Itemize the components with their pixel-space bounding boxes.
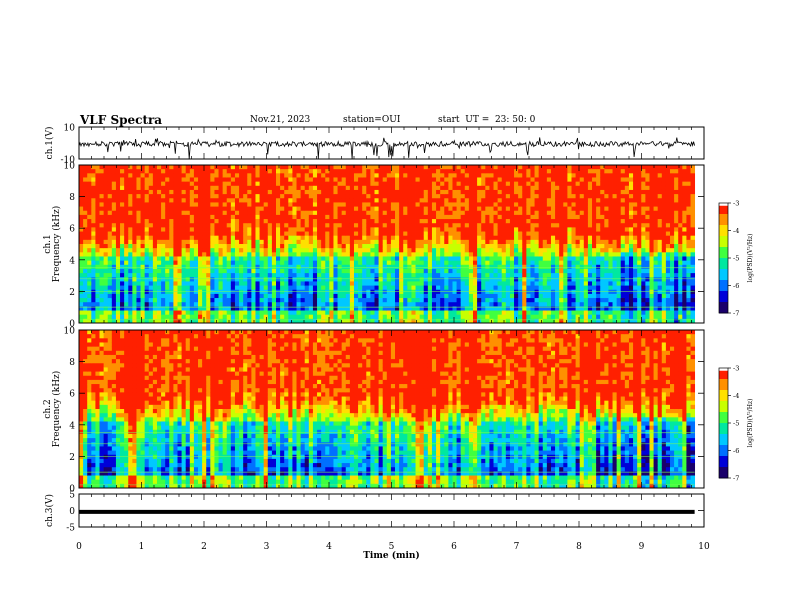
y-tick-label: 8 (69, 358, 75, 368)
colorbar-tick-label: -5 (733, 420, 739, 428)
page-title: VLF Spectra (80, 113, 163, 127)
y-tick-label: 0 (69, 507, 75, 517)
colorbar-tick-label: -6 (733, 447, 739, 455)
x-tick-label: 7 (514, 542, 520, 552)
y-tick-label: -10 (61, 156, 76, 166)
x-tick-label: 5 (389, 542, 395, 552)
x-tick-label: 9 (639, 542, 645, 552)
y-tick-label: 6 (69, 225, 75, 235)
y-tick-label: 10 (64, 162, 76, 172)
colorbar-tick-label: -3 (733, 200, 739, 208)
x-tick-label: 3 (264, 542, 270, 552)
y-tick-label: 10 (64, 124, 76, 134)
ch2-spectrogram-ylabel: Frequency (kHz) (51, 371, 62, 448)
ch1-spectrogram-cells (79, 165, 696, 324)
y-tick-label: 0 (69, 320, 75, 330)
y-tick-label: 5 (69, 491, 75, 501)
x-tick-label: 4 (326, 542, 332, 552)
x-tick-label: 6 (451, 542, 457, 552)
ch1-waveform-trace (78, 137, 695, 160)
colorbar-tick-label: -4 (733, 227, 739, 235)
ch1-spectrogram-ylabel: Frequency (kHz) (51, 206, 62, 283)
x-tick-label: 1 (139, 542, 145, 552)
colorbar-tick-label: -6 (733, 282, 739, 290)
colorbar-label: log(PSD)(V²/Hz) (747, 399, 754, 448)
ch2-spectrogram-ylabel-top: ch.2 (43, 399, 53, 418)
colorbar-2 (719, 368, 728, 479)
colorbar-1 (719, 203, 728, 314)
colorbar-tick-label: -4 (733, 392, 739, 400)
y-tick-label: 6 (69, 390, 75, 400)
colorbar-tick-label: -7 (733, 475, 739, 483)
x-tick-label: 8 (576, 542, 582, 552)
colorbar-tick-label: -7 (733, 310, 739, 318)
y-tick-label: 4 (69, 256, 75, 266)
y-tick-label: 0 (69, 485, 75, 495)
x-tick-label: 0 (76, 542, 82, 552)
ch3-waveform-ylabel: ch.3(V) (44, 494, 55, 527)
y-tick-label: 4 (69, 421, 75, 431)
y-tick-label: 8 (69, 193, 75, 203)
ch1-spectrogram-ylabel-top: ch.1 (43, 234, 53, 253)
y-tick-label: -5 (66, 524, 75, 534)
station-label: station=OUI (343, 115, 401, 125)
x-tick-label: 2 (201, 542, 207, 552)
x-axis-label: Time (min) (363, 550, 420, 561)
ch2-spectrogram-cells (79, 330, 696, 489)
y-tick-label: 2 (69, 288, 75, 298)
start-ut-label: start UT = 23: 50: 0 (438, 115, 536, 125)
y-tick-label: 2 (69, 453, 75, 463)
colorbar-tick-label: -3 (733, 365, 739, 373)
date-label: Nov.21, 2023 (250, 115, 311, 125)
ch1-waveform-ylabel: ch.1(V) (44, 127, 55, 160)
colorbar-label: log(PSD)(V²/Hz) (747, 234, 754, 283)
colorbar-tick-label: -5 (733, 255, 739, 263)
y-tick-label: 10 (64, 327, 76, 337)
x-tick-label: 10 (698, 542, 710, 552)
